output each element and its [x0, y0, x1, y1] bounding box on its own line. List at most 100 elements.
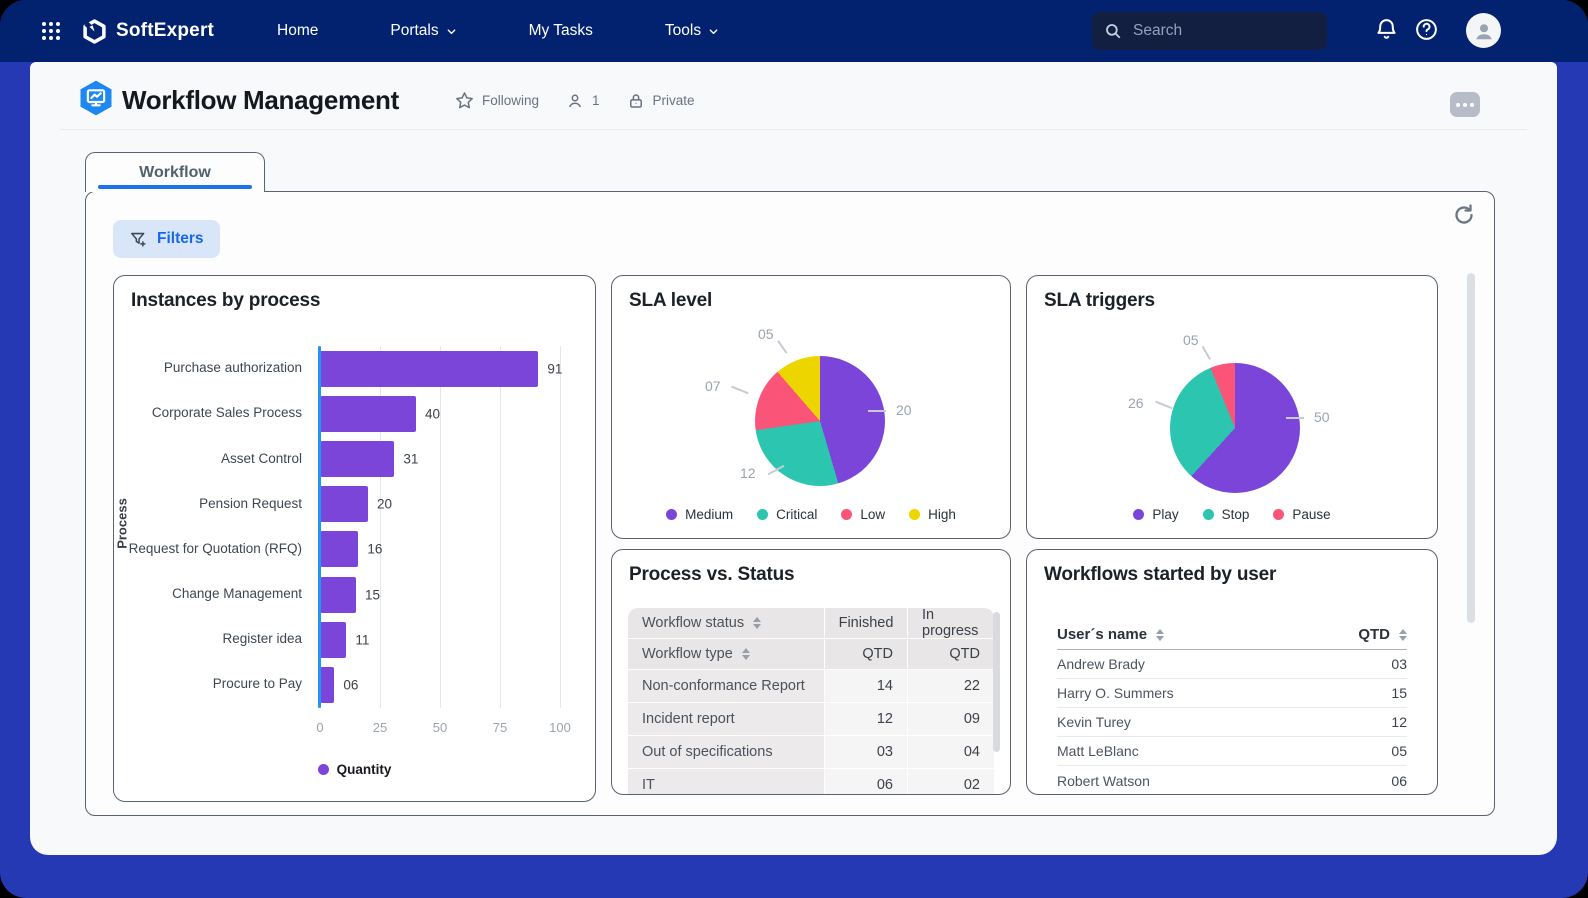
bar-plot: 15	[320, 576, 560, 613]
nav-item-home[interactable]: Home	[277, 22, 318, 40]
chevron-down-icon	[447, 28, 456, 34]
status-table-header-cell[interactable]: Workflow type	[628, 639, 824, 669]
person-icon	[569, 94, 581, 107]
callout-line	[1286, 417, 1304, 419]
nav-item-tools[interactable]: Tools	[665, 22, 719, 40]
more-options-button[interactable]	[1450, 92, 1480, 117]
legend-item[interactable]: Quantity	[317, 762, 391, 777]
following-label: Following	[482, 93, 540, 108]
x-tick-label: 100	[549, 720, 571, 735]
x-tick-label: 75	[492, 720, 508, 735]
filters-button[interactable]: Filters	[113, 220, 220, 258]
header-label: Workflow status	[642, 615, 745, 631]
x-tick-label: 0	[316, 720, 324, 735]
bar[interactable]	[320, 350, 539, 387]
sort-icon	[753, 617, 762, 629]
sort-icon	[1156, 628, 1165, 641]
bar[interactable]	[320, 395, 416, 432]
column-header-users-name[interactable]: User´s name	[1057, 626, 1165, 643]
bar[interactable]	[320, 440, 395, 477]
table-row[interactable]: Kevin Turey 12	[1057, 708, 1407, 737]
user-qtd-cell: 12	[1391, 714, 1407, 730]
workflow-module-icon	[76, 78, 116, 118]
table-row[interactable]: Matt LeBlanc 05	[1057, 737, 1407, 766]
legend-item-medium[interactable]: Medium	[666, 507, 733, 522]
pie-legend: Play Stop Pause	[1027, 507, 1437, 522]
bar-category-label: Request for Quotation (RFQ)	[128, 540, 302, 556]
status-table: Workflow status Finished In progress Workfl…	[628, 608, 994, 794]
header-divider	[60, 129, 1527, 130]
bar-row: Pension Request 20	[114, 482, 595, 527]
user-qtd-cell: 03	[1391, 656, 1407, 672]
status-table-header-cell[interactable]: Workflow status	[628, 608, 824, 638]
bar-row: Asset Control 31	[114, 436, 595, 481]
active-tab-underline	[98, 185, 252, 189]
legend-item-low[interactable]: Low	[841, 507, 885, 522]
table-row[interactable]: Andrew Brady 03	[1057, 650, 1407, 679]
legend-item-pause[interactable]: Pause	[1273, 507, 1331, 522]
pie-chart-sla-level[interactable]	[755, 356, 885, 486]
search-input[interactable]	[1131, 21, 1301, 41]
user-name-cell: Harry O. Summers	[1057, 685, 1174, 701]
column-header-qtd[interactable]: QTD	[1358, 626, 1407, 643]
bar-chart: Process Purchase authorization 91 Corporat…	[114, 346, 595, 786]
card-workflows-by-user: Workflows started by user User´s name QT…	[1026, 549, 1438, 795]
brand-logo[interactable]: SoftExpert	[82, 18, 214, 44]
table-scrollbar[interactable]	[993, 612, 1000, 752]
card-sla-level: SLA level 20 12 07 05 Medium Critical Low H…	[611, 275, 1011, 539]
bar-rows: Purchase authorization 91 Corporate Sales …	[114, 346, 595, 708]
card-process-vs-status: Process vs. Status Workflow status Finish…	[611, 549, 1011, 795]
following-button[interactable]: Following	[455, 91, 539, 110]
legend-item-critical[interactable]: Critical	[757, 507, 817, 522]
followers-count[interactable]: 1	[566, 92, 600, 110]
bar[interactable]	[320, 621, 347, 658]
legend-dot	[841, 509, 853, 520]
search-icon	[1104, 22, 1122, 40]
gridline	[380, 346, 381, 708]
chart-title: Instances by process	[131, 290, 321, 311]
bar-plot: 91	[320, 350, 563, 387]
pie-value-label: 26	[1128, 395, 1144, 411]
callout-line	[1202, 345, 1211, 360]
nav-item-my-tasks[interactable]: My Tasks	[529, 22, 593, 40]
nav-item-portals[interactable]: Portals	[390, 22, 456, 40]
vertical-scrollbar[interactable]	[1467, 273, 1475, 623]
refresh-button[interactable]	[1452, 203, 1476, 227]
help-icon[interactable]	[1414, 17, 1440, 43]
search-box[interactable]	[1092, 12, 1327, 50]
bar[interactable]	[320, 666, 335, 703]
pie-chart-sla-triggers[interactable]	[1170, 363, 1300, 493]
nav-item-label: Home	[277, 22, 319, 39]
x-tick-label: 50	[432, 720, 448, 735]
bar-category-label: Asset Control	[220, 450, 302, 466]
bar[interactable]	[320, 576, 356, 613]
callout-line	[777, 340, 788, 354]
user-avatar[interactable]	[1466, 13, 1501, 48]
workflow-type-cell: Non-conformance Report	[628, 670, 824, 702]
legend-item-play[interactable]: Play	[1133, 507, 1179, 522]
column-header-label: QTD	[1358, 626, 1390, 643]
users-table-body: Andrew Brady 03 Harry O. Summers 15 Kevin Tu…	[1057, 650, 1407, 794]
notifications-bell-icon[interactable]	[1374, 17, 1400, 43]
callout-line	[731, 385, 749, 394]
table-row[interactable]: Harry O. Summers 15	[1057, 679, 1407, 708]
table-row[interactable]: Robert Watson 06	[1057, 766, 1407, 794]
bar[interactable]	[320, 531, 359, 568]
bar-row: Change Management 15	[114, 572, 595, 617]
bar-xticks: 0 25 50 75 100	[316, 720, 570, 738]
card-instances-by-process: Instances by process Process Purchase au…	[113, 275, 596, 802]
bar-row: Purchase authorization 91	[114, 346, 595, 391]
legend-item-high[interactable]: High	[909, 507, 956, 522]
app-launcher-icon[interactable]	[42, 22, 60, 40]
pie-value-label: 05	[1183, 332, 1199, 348]
bar[interactable]	[320, 486, 368, 523]
qtd-value-cell: 09	[908, 703, 994, 735]
privacy-badge[interactable]: Private	[627, 92, 695, 110]
bar-value-label: 91	[547, 361, 563, 377]
status-table-header-cell: QTD	[908, 639, 994, 669]
tab-workflow[interactable]: Workflow	[85, 152, 265, 192]
card-sla-triggers: SLA triggers 50 26 05 Play Stop Pause	[1026, 275, 1438, 539]
legend-item-stop[interactable]: Stop	[1202, 507, 1249, 522]
pie-value-label: 12	[740, 465, 756, 481]
gridline	[440, 346, 441, 708]
